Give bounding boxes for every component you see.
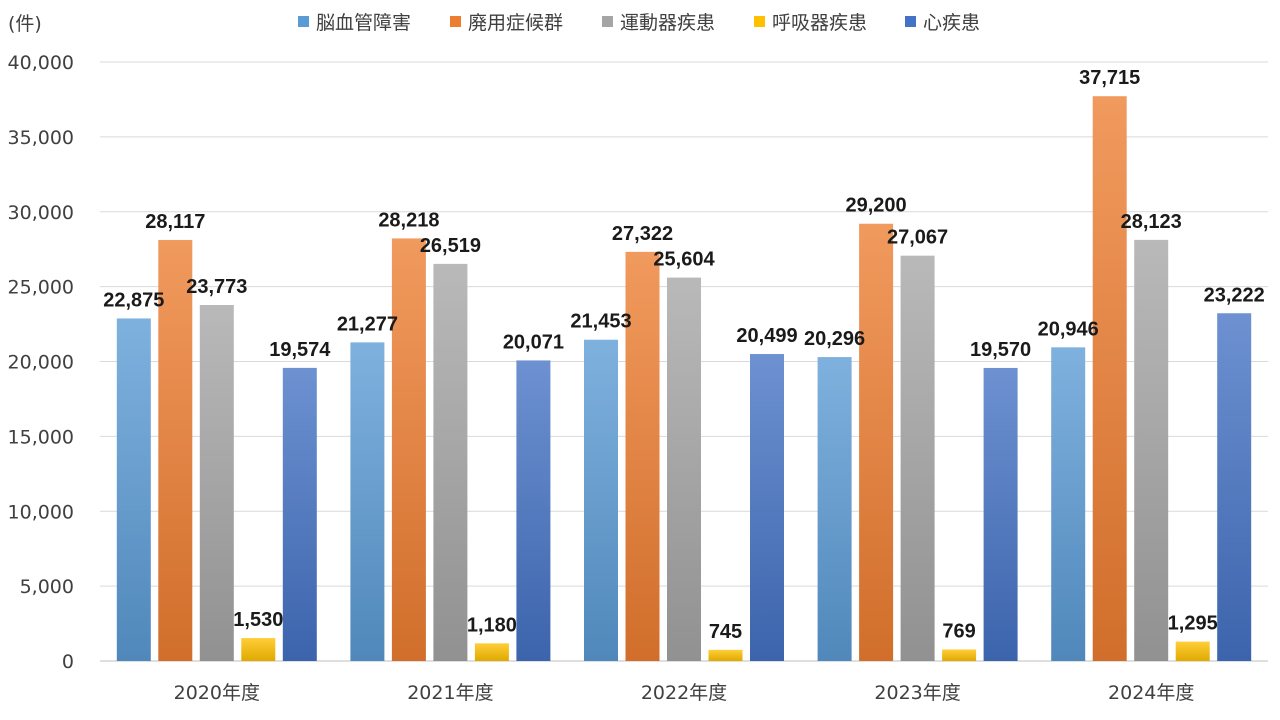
data-label: 19,570	[970, 339, 1031, 361]
legend: 脳血管障害 廃用症候群 運動器疾患 呼吸器疾患 心疾患	[298, 12, 980, 34]
x-tick-label: 2023年度	[874, 682, 960, 704]
bar	[1217, 313, 1252, 661]
bar	[158, 239, 193, 661]
legend-label: 運動器疾患	[620, 12, 715, 34]
legend-swatch	[450, 16, 461, 27]
data-label: 20,296	[804, 328, 865, 350]
bar	[667, 277, 701, 661]
data-label: 745	[709, 621, 742, 643]
data-label: 1,180	[467, 614, 517, 636]
bar	[199, 304, 234, 661]
data-label: 20,946	[1038, 318, 1099, 340]
x-tick-label: 2024年度	[1108, 682, 1194, 704]
bar	[516, 360, 551, 661]
bar	[750, 354, 784, 661]
legend-swatch	[602, 16, 613, 27]
x-tick-label: 2020年度	[174, 682, 260, 704]
y-tick-label: 5,000	[20, 576, 74, 598]
data-labels: 22,875 28,117 23,773 1,530 19,574 21,277 28,21…	[103, 67, 1265, 643]
y-tick-label: 35,000	[8, 127, 74, 149]
bar	[584, 339, 618, 661]
bar	[900, 255, 935, 661]
data-label: 23,222	[1204, 284, 1265, 306]
bars	[116, 96, 1252, 662]
bar	[1092, 96, 1127, 661]
y-tick-label: 25,000	[8, 277, 74, 299]
data-label: 28,218	[378, 209, 439, 231]
bar	[1175, 641, 1210, 661]
x-tick-label: 2021年度	[407, 682, 493, 704]
y-tick-label: 0	[62, 651, 74, 673]
bar	[625, 251, 660, 662]
legend-label: 呼吸器疾患	[772, 12, 867, 34]
legend-swatch	[754, 16, 765, 27]
legend-swatch	[905, 16, 916, 27]
bar	[116, 318, 151, 661]
data-label: 25,604	[653, 249, 715, 271]
data-label: 1,295	[1168, 613, 1218, 635]
data-label: 22,875	[103, 289, 164, 311]
data-label: 769	[942, 620, 975, 642]
legend-swatch	[298, 16, 309, 27]
data-label: 27,322	[612, 223, 673, 245]
bar	[1051, 347, 1086, 661]
y-axis: 0 5,000 10,000 15,000 20,000 25,000 30,000 35,0…	[8, 52, 74, 673]
y-tick-label: 40,000	[8, 52, 74, 74]
data-label: 23,773	[186, 276, 247, 298]
bar	[241, 638, 276, 661]
y-unit-label: (件)	[8, 13, 42, 35]
bar	[817, 357, 852, 661]
x-tick-label: 2022年度	[641, 682, 727, 704]
data-label: 19,574	[269, 339, 331, 361]
y-tick-label: 15,000	[8, 426, 74, 448]
data-label: 37,715	[1079, 67, 1140, 89]
data-label: 26,519	[420, 235, 481, 257]
legend-label: 廃用症候群	[468, 12, 563, 34]
data-label: 27,067	[887, 227, 948, 249]
bar	[474, 643, 509, 661]
bar	[983, 367, 1018, 661]
data-label: 20,071	[503, 331, 564, 353]
legend-label: 脳血管障害	[316, 12, 411, 34]
bar	[282, 367, 317, 661]
bar	[942, 649, 977, 661]
x-axis: 2020年度 2021年度 2022年度 2023年度 2024年度	[174, 682, 1195, 704]
bar	[1134, 239, 1169, 661]
legend-label: 心疾患	[923, 12, 980, 34]
data-label: 21,277	[337, 313, 398, 335]
y-tick-label: 20,000	[8, 352, 74, 374]
data-label: 28,123	[1121, 211, 1182, 233]
data-label: 1,530	[233, 609, 283, 631]
y-tick-label: 30,000	[8, 202, 74, 224]
bar	[350, 342, 385, 661]
bar	[708, 649, 743, 661]
bar	[433, 263, 468, 661]
bar	[391, 238, 426, 661]
data-label: 28,117	[145, 211, 205, 233]
data-label: 20,499	[736, 325, 797, 347]
y-tick-label: 10,000	[8, 501, 74, 523]
data-label: 21,453	[570, 311, 631, 333]
data-label: 29,200	[846, 195, 907, 217]
bar	[859, 223, 894, 662]
